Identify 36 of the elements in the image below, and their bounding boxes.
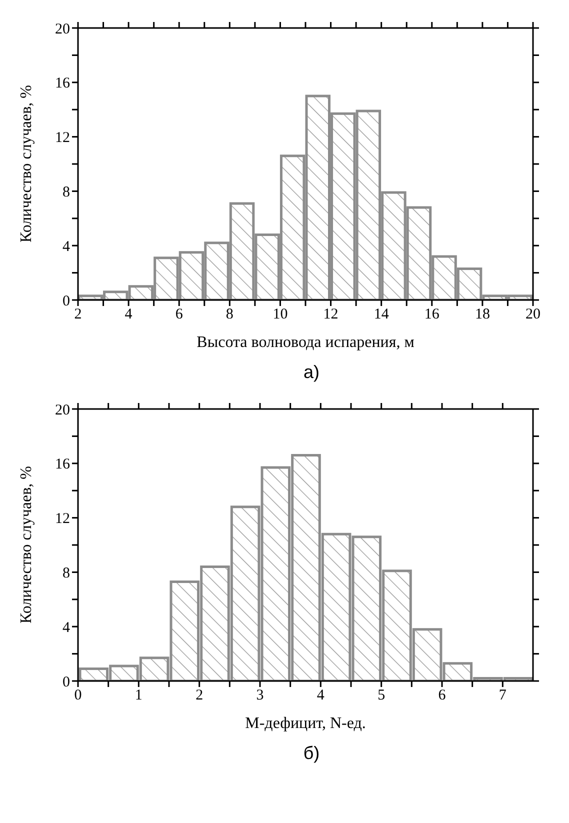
x-axis-title: Высота волновода испарения, м — [196, 334, 416, 352]
x-tick-label: 4 — [316, 688, 325, 704]
x-tick-label: 3 — [256, 688, 264, 704]
x-tick-label: 4 — [124, 306, 133, 323]
x-tick-label: 7 — [498, 688, 507, 704]
y-tick-label: 16 — [55, 456, 70, 473]
x-tick-label: 2 — [74, 306, 82, 323]
x-tick-label: 12 — [323, 306, 338, 323]
y-tick-label: 12 — [55, 511, 70, 528]
y-tick-label: 0 — [62, 674, 70, 690]
y-tick-label: 4 — [62, 620, 70, 636]
text: а) — [302, 362, 320, 383]
x-tick-label: 0 — [74, 688, 82, 704]
y-tick-label: 20 — [55, 402, 70, 418]
y-tick-label: 4 — [62, 238, 70, 255]
x-tick-label: 1 — [134, 688, 142, 704]
y-tick-label: 16 — [55, 76, 70, 92]
x-tick-label: 10 — [272, 306, 288, 323]
x-tick-label: 18 — [474, 306, 490, 323]
y-axis-title: Количество случаев, % — [18, 85, 36, 243]
y-tick-label: 20 — [55, 21, 70, 38]
y-tick-label: 0 — [62, 293, 70, 310]
x-tick-label: 6 — [438, 688, 446, 704]
x-axis-title: М-дефицит, N-ед. — [244, 715, 367, 733]
text: б) — [302, 743, 321, 764]
x-tick-label: 5 — [378, 688, 386, 704]
y-axis-title: Количество случаев, % — [18, 466, 36, 624]
x-tick-label: 6 — [175, 306, 184, 323]
y-tick-label: 12 — [55, 130, 70, 146]
y-tick-label: 8 — [62, 566, 70, 582]
x-tick-label: 16 — [424, 306, 440, 323]
x-tick-label: 14 — [374, 306, 390, 323]
x-tick-label: 2 — [196, 688, 204, 704]
x-tick-label: 20 — [526, 306, 540, 323]
y-tick-label: 8 — [62, 184, 70, 201]
x-tick-label: 8 — [226, 306, 234, 323]
